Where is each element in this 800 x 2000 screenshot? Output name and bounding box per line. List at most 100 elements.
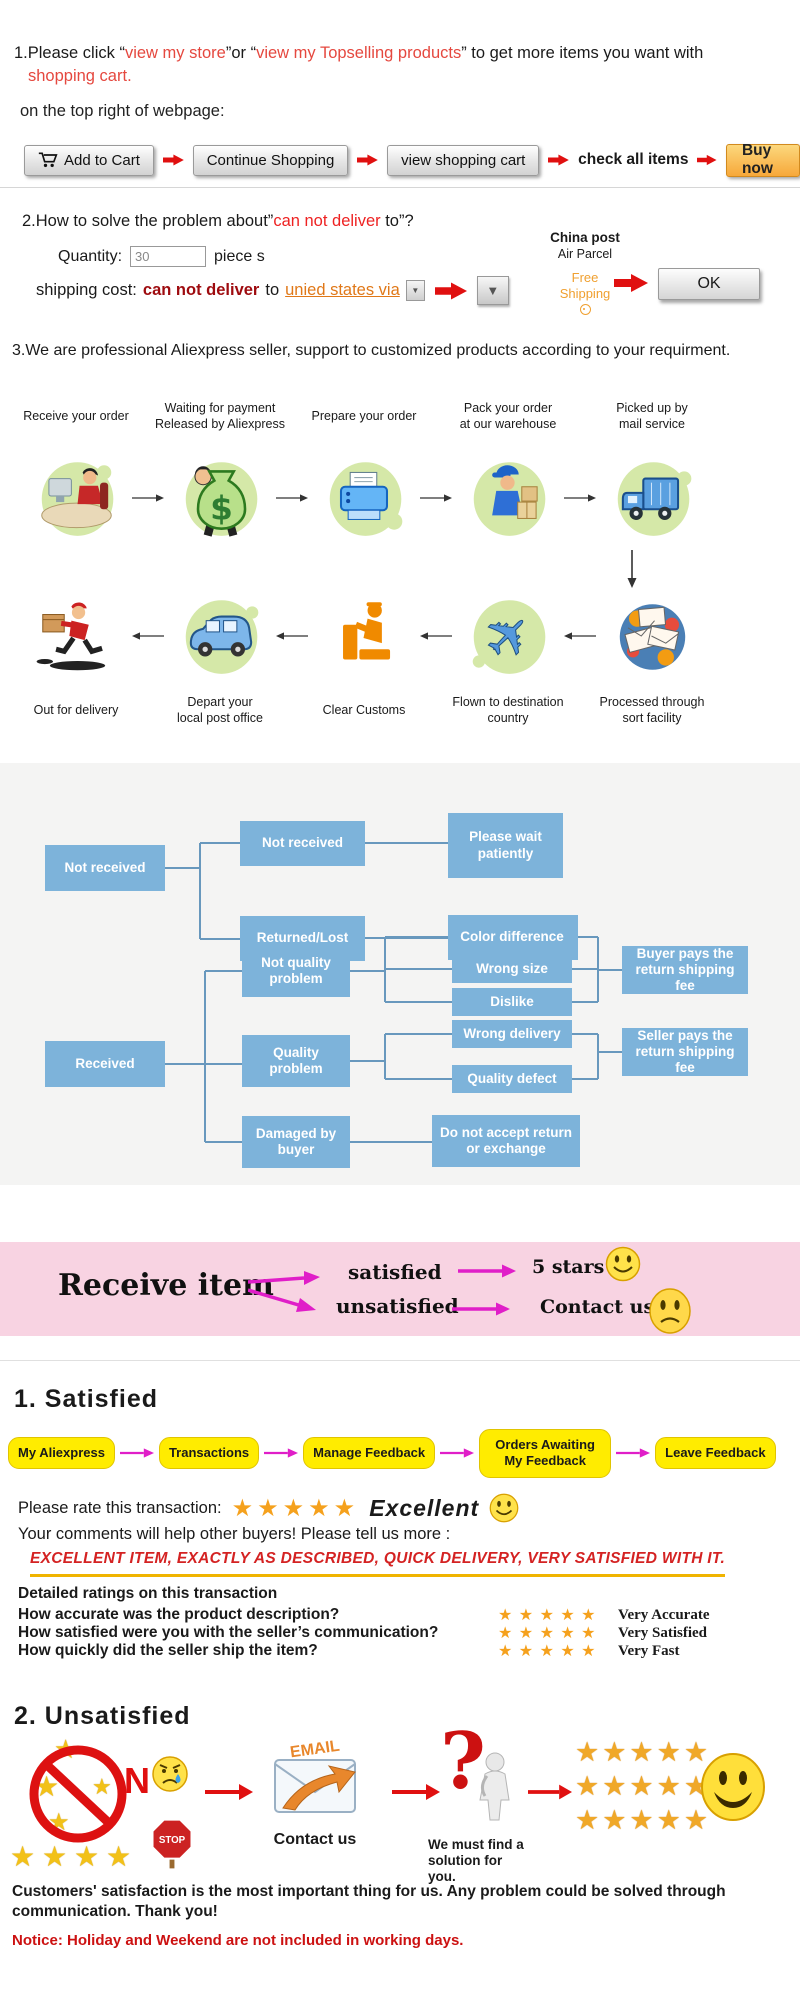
unsatisfied-heading: 2. Unsatisfied [14, 1702, 191, 1730]
contact-us-label: Contact us [273, 1831, 357, 1848]
arrow-right-icon [564, 494, 596, 502]
rating-stars: ★ ★ ★ ★ ★ [498, 1643, 597, 1660]
flow-step-label: Waiting for payment Released by Aliexpres… [155, 401, 285, 432]
quantity-input[interactable] [130, 246, 207, 267]
intro-line2: on the top right of webpage: [20, 102, 225, 121]
arrow-down-icon [627, 550, 637, 588]
rate-label: Please rate this transaction: [18, 1498, 222, 1517]
rating-stars: ★ ★ ★ ★ ★ [498, 1607, 597, 1624]
customized-note: 3.We are professional Aliexpress seller,… [12, 342, 731, 359]
magenta-arrow-icon [440, 1448, 475, 1458]
flow-step-label: Flown to destination country [452, 695, 564, 726]
arrow-left-icon [564, 632, 596, 640]
flowchart-node: Wrong size [452, 955, 572, 983]
magenta-arrow-icon [452, 1302, 510, 1316]
happy-smiley-icon [489, 1493, 519, 1523]
prepare-order-icon [329, 462, 402, 536]
leave-feedback-pill[interactable]: Leave Feedback [655, 1437, 776, 1470]
star-icon: ★ [74, 1841, 100, 1872]
divider [0, 1360, 800, 1361]
country-dropdown[interactable]: ▼ [405, 280, 425, 301]
star-row: ★★★★★ [575, 1804, 712, 1835]
star-row: ★★★★★ [575, 1770, 712, 1801]
unsatisfied-section: 2. Unsatisfied ★ ★ ★ ★ ★ ★ ★ ★ N [0, 1700, 800, 1885]
china-post-label: China post Air Parcel [550, 230, 620, 261]
shipping-row: shipping cost: can not deliver to unied s… [36, 276, 509, 305]
red-arrow-icon [614, 274, 648, 292]
satisfied-heading: 1. Satisfied [14, 1385, 158, 1413]
airplane-icon: ✈ [468, 596, 550, 678]
no-letter: N [124, 1760, 150, 1801]
orders-awaiting-pill[interactable]: Orders Awaiting My Feedback [479, 1429, 612, 1478]
rating-stars: ★★★★★ [231, 1494, 360, 1522]
red-arrow-icon [434, 282, 467, 299]
red-arrow-icon [162, 154, 184, 166]
rate-transaction-row: Please rate this transaction: ★★★★★ Exce… [18, 1493, 519, 1523]
flowchart-node: Wrong delivery [452, 1020, 572, 1048]
receive-item-title: Receive item [58, 1268, 274, 1303]
pack-order-icon [473, 462, 545, 536]
magenta-arrow-icon [458, 1264, 516, 1278]
intro-line1: 1.Please click “view my store”or “view m… [14, 42, 784, 88]
ship-to-country-link[interactable]: unied states via [285, 281, 400, 299]
ok-button[interactable]: OK [658, 268, 760, 300]
my-aliexpress-pill[interactable]: My Aliexpress [8, 1437, 115, 1470]
sad-smiley-icon [649, 1288, 691, 1334]
continue-shopping-button[interactable]: Continue Shopping [192, 144, 349, 176]
arrow-right-icon [276, 494, 308, 502]
flowchart-node: Dislike [452, 988, 572, 1016]
flowchart-node: Buyer pays the return shipping fee [622, 946, 748, 994]
flow-step-label: Prepare your order [311, 409, 417, 424]
five-stars-label: 5 stars [532, 1256, 605, 1278]
flow-step-label: Processed through sort facility [599, 695, 705, 726]
flowchart-node: Not received [45, 845, 165, 891]
intro-text: ” to get more items you want with [461, 44, 704, 62]
free-shipping-option[interactable]: Free Shipping [540, 270, 630, 319]
intro-text: 1.Please click “ [14, 44, 125, 62]
shopping-cart-text: shopping cart. [28, 67, 132, 86]
crying-smiley-icon [152, 1756, 188, 1792]
five-star-rows: ★★★★★ ★★★★★ ★★★★★ [575, 1736, 711, 1837]
flowchart-node: Please wait patiently [448, 813, 563, 878]
view-topselling-link[interactable]: view my Topselling products [256, 44, 462, 62]
rating-stars: ★ ★ ★ ★ ★ [498, 1625, 597, 1642]
star-icon: ★ [42, 1841, 68, 1872]
manage-feedback-pill[interactable]: Manage Feedback [303, 1437, 436, 1470]
feedback-slogan: EXCELLENT ITEM, EXACTLY AS DESCRIBED, QU… [30, 1550, 726, 1577]
rating-row: How accurate was the product description… [18, 1606, 710, 1624]
quantity-label: Quantity: [58, 247, 123, 265]
payment-released-icon: $ [185, 462, 257, 537]
intro-text: ”or “ [225, 44, 257, 62]
view-my-store-link[interactable]: view my store [124, 44, 226, 62]
flowchart-node: Damaged by buyer [242, 1116, 350, 1168]
radio-icon[interactable] [579, 304, 591, 316]
arrow-left-icon [132, 632, 164, 640]
comments-hint: Your comments will help other buyers! Pl… [18, 1525, 451, 1543]
flow-step-label: Picked up by mail service [616, 401, 688, 432]
red-arrow-icon [392, 1784, 440, 1800]
footer: Customers' satisfaction is the most impo… [12, 1882, 772, 1949]
flowchart-node: Received [45, 1041, 165, 1087]
satisfaction-note: Customers' satisfaction is the most impo… [12, 1883, 726, 1921]
stop-sign-icon: STOP [151, 1818, 193, 1869]
rating-row: How quickly did the seller ship the item… [18, 1642, 680, 1660]
flowchart-node: Quality problem [242, 1035, 350, 1087]
svg-text:$: $ [210, 489, 233, 527]
add-to-cart-button[interactable]: Add to Cart [24, 144, 154, 176]
red-arrow-icon [528, 1784, 572, 1800]
excellent-label: Excellent [369, 1494, 480, 1521]
buy-now-button[interactable]: Buy now [725, 142, 800, 177]
star-icon: ★ [10, 1841, 36, 1872]
arrow-left-icon [420, 632, 452, 640]
flowchart-node: Seller pays the return shipping fee [622, 1028, 748, 1076]
transactions-pill[interactable]: Transactions [158, 1437, 260, 1470]
truck-pickup-icon [617, 462, 691, 536]
big-happy-smiley-icon [701, 1753, 765, 1821]
view-shopping-cart-button[interactable]: view shopping cart [387, 144, 540, 176]
shipping-dropdown[interactable]: ▼ [476, 276, 509, 305]
flowchart-node: Not quality problem [242, 945, 350, 997]
flowchart-node: Color difference [452, 923, 572, 951]
red-arrow-icon [205, 1784, 253, 1800]
red-arrow-icon [548, 154, 570, 166]
star-row: ★★★★★ [575, 1737, 712, 1767]
